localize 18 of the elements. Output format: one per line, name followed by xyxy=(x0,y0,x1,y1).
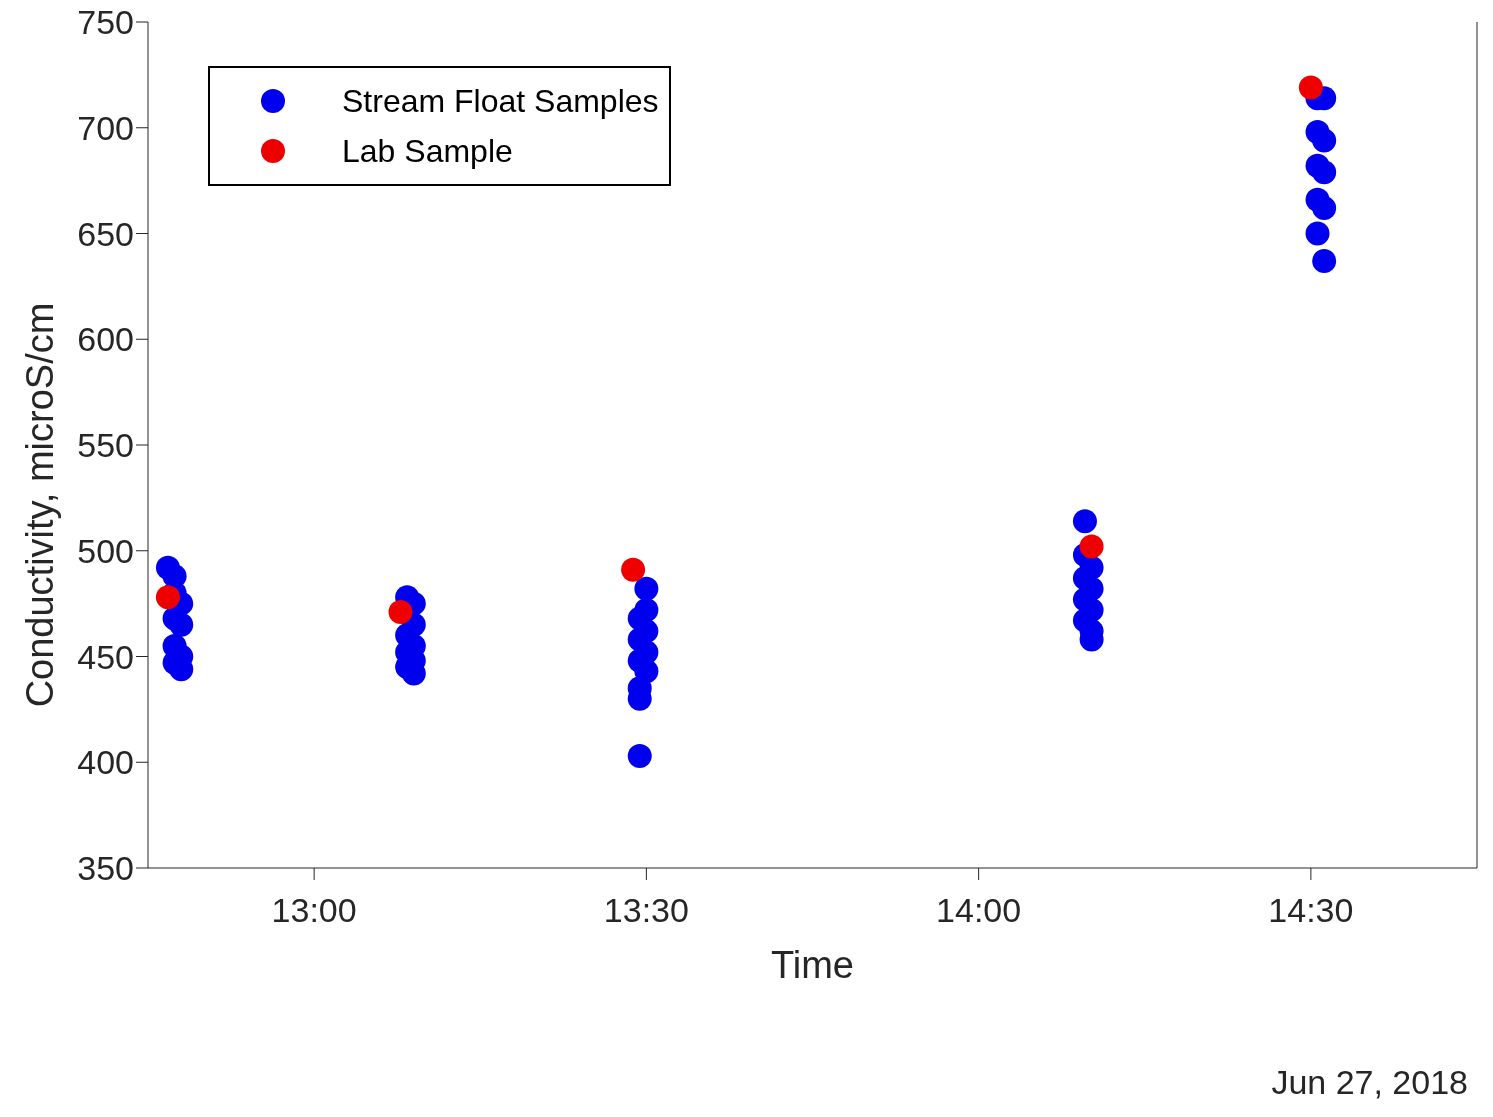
y-tick-label: 450 xyxy=(77,637,134,676)
y-tick-label: 500 xyxy=(77,531,134,570)
y-axis-title: Conductivity, microS/cm xyxy=(18,302,62,708)
text: Jun 27, 2018 xyxy=(1271,1063,1468,1102)
y-tick-label: 550 xyxy=(77,426,134,465)
x-tick-label: 14:30 xyxy=(1268,891,1354,930)
y-tick-label: 600 xyxy=(77,320,134,359)
x-tick-label: 13:00 xyxy=(271,891,357,930)
x-axis-title: Time xyxy=(770,944,855,986)
y-tick-label: 750 xyxy=(77,3,134,42)
legend-label: Stream Float Samples xyxy=(342,82,659,121)
y-tick-label: 700 xyxy=(77,108,134,147)
legend-label: Lab Sample xyxy=(342,132,513,171)
y-tick-label: 350 xyxy=(77,849,134,888)
x-tick-label: 14:00 xyxy=(936,891,1022,930)
y-tick-label: 650 xyxy=(77,214,134,253)
y-tick-label: 400 xyxy=(77,743,134,782)
x-tick-label: 13:30 xyxy=(603,891,689,930)
